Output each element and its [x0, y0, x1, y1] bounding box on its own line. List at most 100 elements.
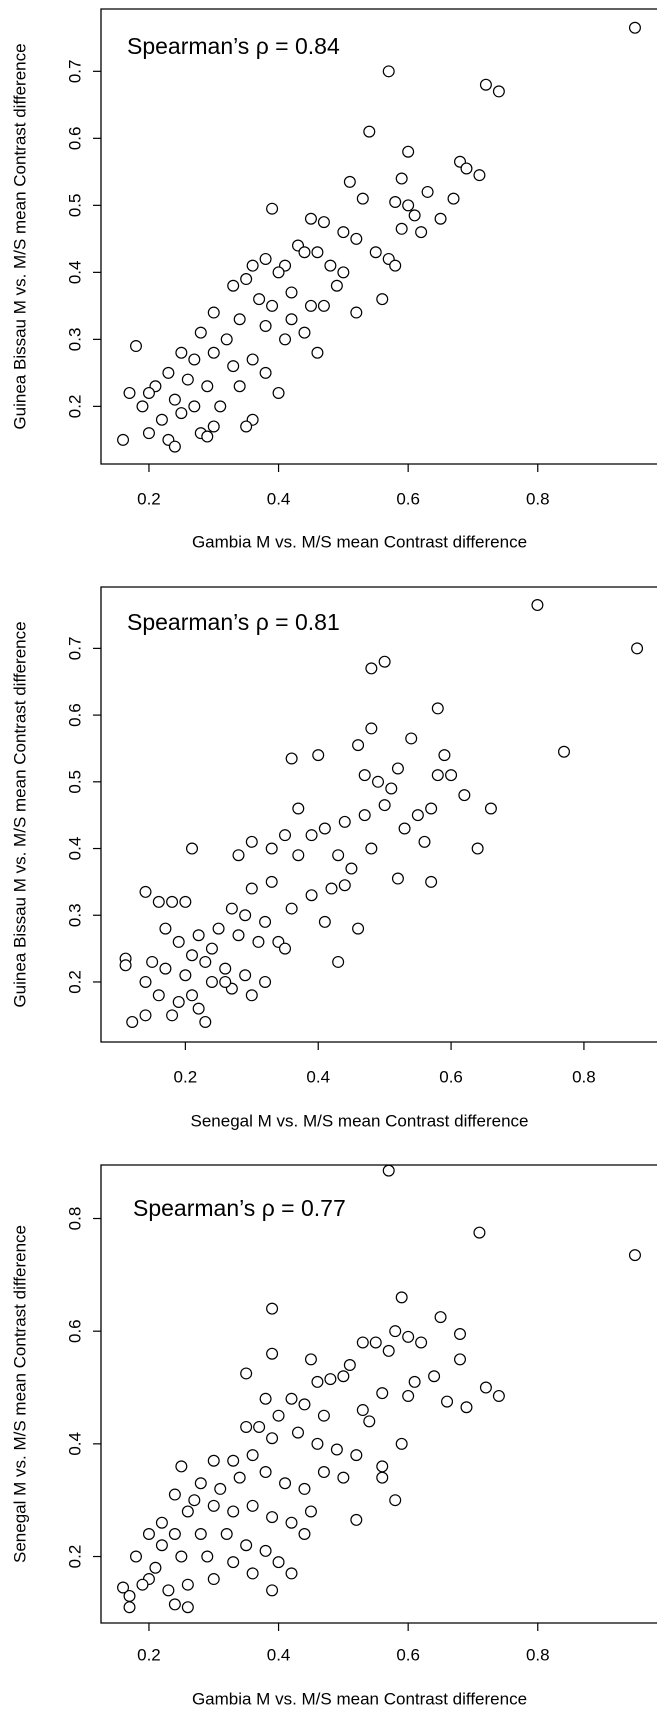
point — [365, 722, 378, 735]
point — [240, 1539, 253, 1552]
point — [259, 252, 272, 265]
point — [240, 273, 253, 286]
point — [253, 293, 266, 306]
point — [325, 882, 338, 895]
point — [431, 769, 444, 782]
point — [246, 1449, 259, 1462]
point — [175, 407, 188, 420]
point — [168, 393, 181, 406]
point — [232, 849, 245, 862]
point — [311, 1375, 324, 1388]
point — [317, 1466, 330, 1479]
point — [175, 346, 188, 359]
point — [298, 1398, 311, 1411]
point — [207, 306, 220, 319]
y-tick-label: 0.7 — [65, 59, 84, 83]
point — [415, 1336, 428, 1349]
x-tick-label: 0.2 — [137, 489, 161, 508]
point — [259, 915, 272, 928]
point — [352, 922, 365, 935]
y-tick-label: 0.4 — [65, 1432, 84, 1456]
point — [304, 212, 317, 225]
point — [152, 989, 165, 1002]
point — [358, 809, 371, 822]
point — [233, 1471, 246, 1484]
point — [285, 1567, 298, 1580]
point — [192, 929, 205, 942]
point — [126, 1015, 139, 1028]
point — [415, 226, 428, 239]
point — [117, 433, 130, 446]
point — [305, 889, 318, 902]
point — [162, 366, 175, 379]
point — [369, 1336, 382, 1349]
point — [358, 769, 371, 782]
point — [259, 1466, 272, 1479]
point — [259, 319, 272, 332]
point — [266, 1584, 279, 1597]
point — [376, 293, 389, 306]
x-tick-label: 0.8 — [526, 489, 550, 508]
point — [389, 1494, 402, 1507]
point — [214, 1482, 227, 1495]
point — [172, 995, 185, 1008]
point — [332, 849, 345, 862]
point — [168, 1598, 181, 1611]
point — [350, 232, 363, 245]
point — [245, 882, 258, 895]
point — [188, 400, 201, 413]
y-tick-label: 0.7 — [65, 637, 84, 661]
x-tick-label: 0.8 — [526, 1645, 550, 1664]
point — [246, 1567, 259, 1580]
point — [441, 1395, 454, 1408]
x-tick-label: 0.4 — [267, 1645, 291, 1664]
point — [266, 202, 279, 215]
point — [356, 192, 369, 205]
point — [345, 862, 358, 875]
point — [372, 775, 385, 788]
point — [146, 955, 159, 968]
point — [252, 935, 265, 948]
point — [205, 942, 218, 955]
point — [311, 1437, 324, 1450]
point — [166, 1009, 179, 1022]
point — [245, 989, 258, 1002]
annotation: Spearman’s ρ = 0.81 — [127, 609, 340, 635]
point — [285, 752, 298, 765]
point — [265, 875, 278, 888]
point — [246, 353, 259, 366]
point — [214, 400, 227, 413]
point — [139, 1009, 152, 1022]
point — [291, 1426, 304, 1439]
point — [492, 1389, 505, 1402]
y-tick-label: 0.6 — [65, 703, 84, 727]
point — [155, 1539, 168, 1552]
point — [266, 1302, 279, 1315]
point — [123, 386, 136, 399]
y-tick-label: 0.6 — [65, 1319, 84, 1343]
point — [337, 1471, 350, 1484]
point — [194, 1477, 207, 1490]
point — [207, 1454, 220, 1467]
point — [285, 286, 298, 299]
point — [460, 162, 473, 175]
point — [350, 306, 363, 319]
x-tick-label: 0.8 — [572, 1067, 596, 1086]
point — [142, 386, 155, 399]
point — [188, 353, 201, 366]
point — [239, 969, 252, 982]
plot-frame — [100, 586, 657, 1043]
point — [139, 975, 152, 988]
point — [233, 313, 246, 326]
point — [411, 809, 424, 822]
point — [389, 259, 402, 272]
point — [123, 1601, 136, 1614]
point — [175, 1460, 188, 1473]
point — [408, 209, 421, 222]
point — [425, 875, 438, 888]
point — [304, 1505, 317, 1518]
point — [458, 789, 471, 802]
y-tick-label: 0.6 — [65, 127, 84, 151]
y-tick-label: 0.5 — [65, 770, 84, 794]
point — [363, 125, 376, 138]
